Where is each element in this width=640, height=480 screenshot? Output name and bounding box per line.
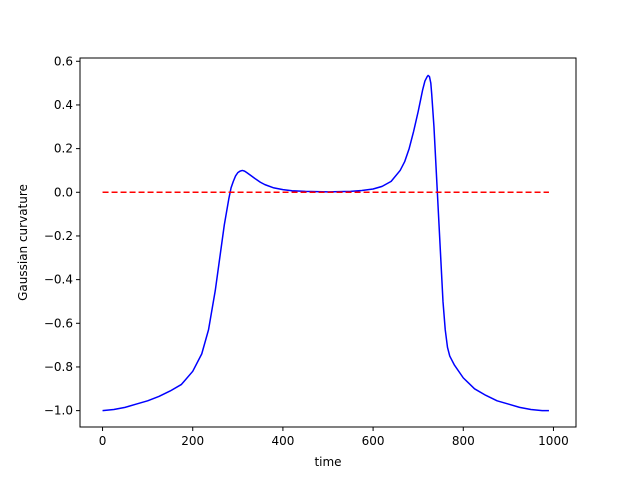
y-tick-label: −0.6 <box>44 316 73 330</box>
y-tick-label: −0.4 <box>44 273 73 287</box>
x-tick-label: 0 <box>99 434 107 448</box>
x-axis: 0 200 400 600 800 1000 <box>99 427 569 448</box>
x-tick-label: 200 <box>181 434 204 448</box>
y-tick-label: 0.2 <box>54 142 73 156</box>
series-layer <box>102 74 549 412</box>
x-axis-label: time <box>314 455 341 469</box>
x-tick-label: 1000 <box>538 434 569 448</box>
y-tick-label: −0.2 <box>44 229 73 243</box>
x-tick-label: 600 <box>362 434 385 448</box>
y-tick-label: 0.4 <box>54 98 73 112</box>
x-tick-label: 400 <box>271 434 294 448</box>
y-axis: −1.0 −0.8 −0.6 −0.4 −0.2 0.0 0.2 0.4 0.6 <box>44 54 80 418</box>
x-tick-label: 800 <box>452 434 475 448</box>
y-axis-label: Gaussian curvature <box>16 184 30 301</box>
y-tick-label: −1.0 <box>44 404 73 418</box>
y-tick-label: 0.0 <box>54 185 73 199</box>
series-line-0 <box>102 74 549 412</box>
plot-frame <box>79 57 577 428</box>
y-tick-label: 0.6 <box>54 54 73 68</box>
y-tick-label: −0.8 <box>44 360 73 374</box>
